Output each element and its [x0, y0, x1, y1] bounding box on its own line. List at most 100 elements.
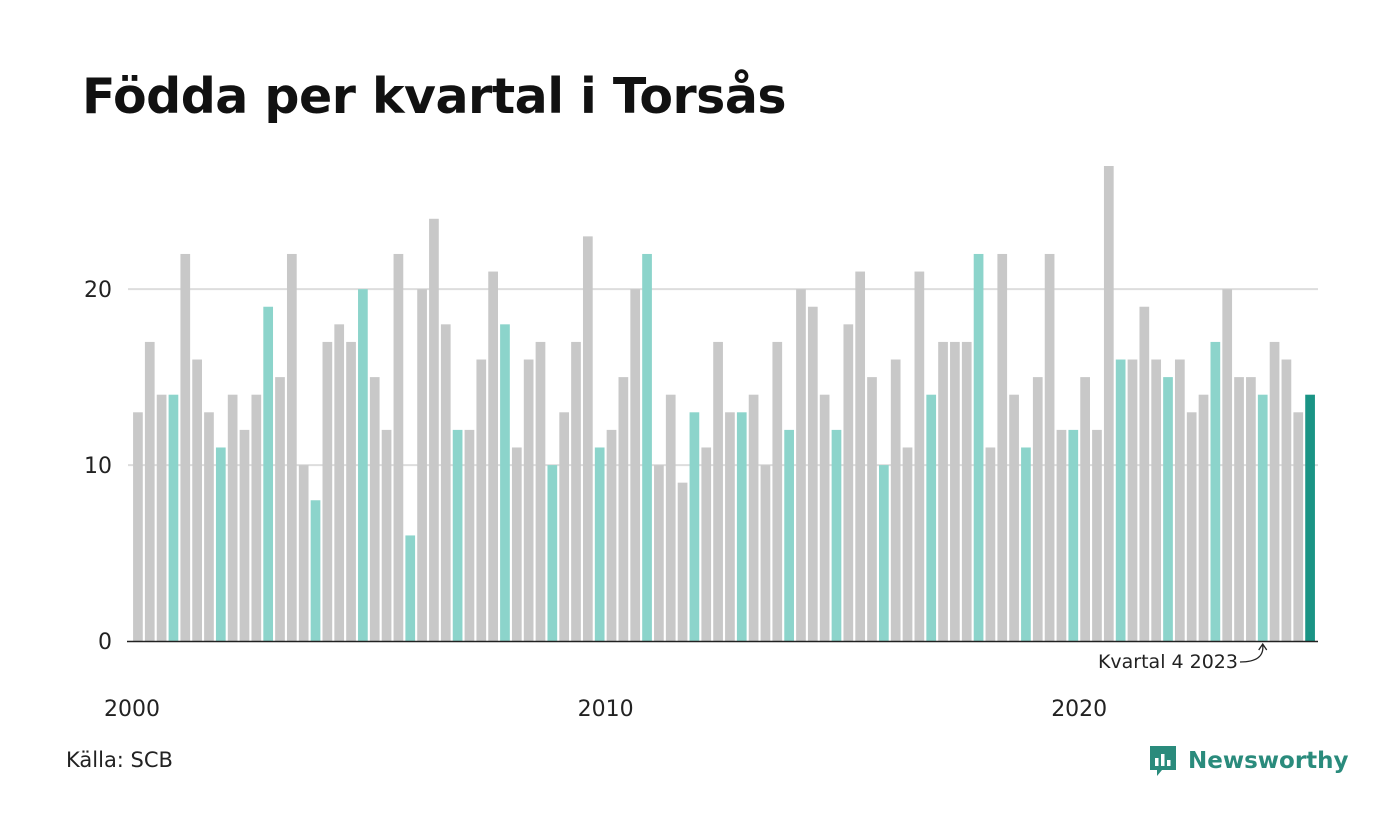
bar: [760, 465, 771, 641]
annotation-label: Kvartal 4 2023: [1098, 651, 1238, 673]
bar: [133, 412, 143, 641]
bar: [914, 271, 925, 641]
bar: [878, 465, 889, 641]
bar: [1056, 429, 1067, 641]
bar: [251, 394, 262, 641]
bar: [1293, 412, 1304, 641]
bar: [713, 341, 723, 641]
bar: [1068, 429, 1079, 641]
bar: [630, 289, 641, 641]
bar: [1269, 341, 1280, 641]
bar: [843, 324, 854, 641]
bar: [1234, 377, 1244, 641]
x-tick-label: 2020: [1051, 697, 1107, 722]
bar: [1103, 166, 1114, 641]
bar: [1127, 359, 1138, 641]
bar: [796, 289, 806, 641]
x-tick-labels: 2000 2010 2020: [104, 697, 1107, 722]
bar: [1174, 359, 1185, 641]
bar: [440, 324, 451, 641]
bar: [938, 341, 948, 641]
bar: [1009, 394, 1019, 641]
bar: [417, 289, 427, 641]
bar: [926, 394, 937, 641]
bar: [559, 412, 570, 641]
bar: [950, 341, 960, 641]
bar: [369, 377, 380, 641]
bars: [133, 166, 1315, 641]
bar: [144, 341, 155, 641]
bar: [725, 412, 735, 641]
bar: [1115, 359, 1126, 641]
bar: [582, 236, 593, 641]
bar: [1186, 412, 1197, 641]
bar: [985, 447, 996, 641]
chart-title: Födda per kvartal i Torsås: [82, 68, 787, 125]
bar: [263, 306, 274, 641]
bar: [168, 394, 179, 641]
brand-logo: Newsworthy: [1148, 744, 1349, 778]
bar: [239, 429, 250, 641]
bar: [689, 412, 700, 641]
bar: [215, 447, 226, 641]
bar: [322, 341, 333, 641]
bar: [381, 429, 392, 641]
bar: [618, 377, 629, 641]
bar: [511, 447, 522, 641]
bar: [310, 500, 321, 641]
bar: [772, 341, 783, 641]
bar: [1163, 377, 1173, 641]
y-tick-label: 20: [84, 278, 112, 303]
bar: [642, 253, 652, 641]
x-tick-label: 2010: [578, 697, 634, 722]
bar: [488, 271, 498, 641]
bar: [393, 253, 404, 641]
bar: [902, 447, 913, 641]
bar: [831, 429, 842, 641]
bar: [1210, 341, 1221, 641]
bar: [1151, 359, 1162, 641]
bar: [358, 289, 368, 641]
bar: [654, 465, 664, 641]
bar: [677, 482, 688, 641]
bar: [286, 253, 297, 641]
bar: [748, 394, 759, 641]
bar: [855, 271, 866, 641]
bar: [571, 341, 581, 641]
bar: [1246, 377, 1256, 641]
bar: [464, 429, 475, 641]
bar: [1281, 359, 1292, 641]
bar: [1198, 394, 1209, 641]
annotation: Kvartal 4 2023: [1098, 642, 1268, 673]
bar: [1092, 429, 1102, 641]
bar: [1044, 253, 1055, 641]
bar: [701, 447, 712, 641]
bar: [961, 341, 972, 641]
bar: [227, 394, 238, 641]
bar: [547, 465, 558, 641]
bar: [346, 341, 356, 641]
bar: [890, 359, 901, 641]
bar: [405, 535, 416, 641]
brand-name: Newsworthy: [1188, 748, 1349, 774]
annotation-arrow: [1239, 642, 1268, 663]
y-tick-label: 0: [98, 630, 112, 655]
bar: [500, 324, 510, 641]
bar: [298, 465, 309, 641]
bar: [334, 324, 345, 641]
newsworthy-icon: [1150, 746, 1176, 776]
bar: [807, 306, 818, 641]
bar: [1305, 394, 1315, 641]
bar: [1222, 289, 1233, 641]
bar: [973, 253, 984, 641]
bar: [1080, 377, 1090, 641]
bar: [606, 429, 617, 641]
bar-chart: 0 10 20 2000 2010 2020 Kvartal 4 2023: [84, 166, 1318, 722]
bar: [1139, 306, 1150, 641]
bar: [867, 377, 877, 641]
bar: [523, 359, 534, 641]
bar: [819, 394, 830, 641]
bar: [180, 253, 191, 641]
bar: [452, 429, 463, 641]
x-tick-label: 2000: [104, 697, 160, 722]
